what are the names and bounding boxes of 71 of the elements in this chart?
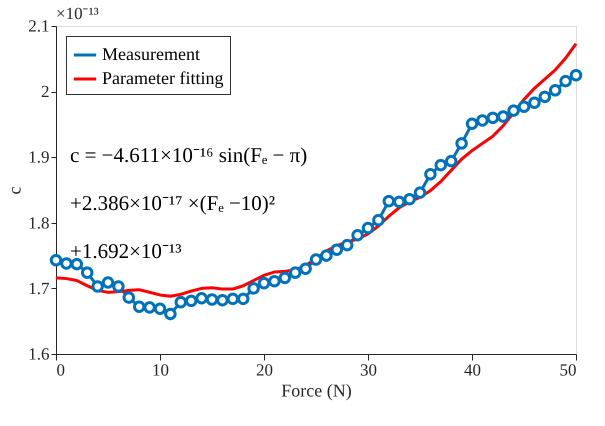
point: [362, 222, 374, 234]
point: [226, 292, 240, 306]
y-tick-label: 2.1: [28, 16, 50, 36]
y-tick-label: 2: [41, 82, 50, 102]
point: [80, 266, 94, 279]
point: [340, 238, 354, 252]
x-tick-label: 50: [560, 360, 576, 380]
y-tick-label: 1.9: [28, 148, 50, 167]
point: [538, 90, 552, 104]
point: [132, 300, 146, 313]
point: [195, 292, 208, 304]
point: [299, 262, 312, 275]
point: [143, 301, 156, 314]
point: [424, 168, 437, 180]
point: [278, 272, 292, 284]
x-tick-label: 40: [464, 360, 481, 380]
point: [112, 280, 125, 293]
point: [154, 302, 166, 315]
point: [60, 257, 73, 270]
text: ×10⁻¹³: [56, 4, 99, 23]
x-tick-label: 10: [152, 360, 169, 380]
point: [414, 186, 426, 199]
point: [466, 118, 478, 130]
point: [476, 114, 489, 127]
point: [372, 214, 385, 226]
point: [403, 192, 416, 206]
point: [486, 112, 500, 124]
point: [216, 294, 229, 306]
annotation: +2.386×10⁻¹⁷ ×(Fₑ −10)²: [70, 191, 276, 215]
point: [518, 100, 530, 113]
point: [91, 280, 104, 293]
legend-label: Measurement: [102, 44, 200, 64]
point: [330, 243, 344, 256]
point: [559, 74, 572, 88]
point: [174, 296, 188, 308]
x-tick-label: 20: [256, 360, 273, 380]
annotation: c = −4.611×10⁻¹⁶ sin(Fₑ − π): [70, 143, 308, 167]
point: [392, 196, 406, 208]
point: [236, 292, 250, 306]
point: [507, 104, 520, 117]
point: [247, 282, 260, 295]
point: [570, 68, 582, 82]
point: [351, 229, 364, 242]
point: [382, 194, 396, 208]
point: [320, 249, 333, 262]
point: [455, 137, 468, 150]
point: [548, 84, 562, 97]
annotation: +1.692×10⁻¹³: [70, 239, 182, 263]
y-tick-label: 1.6: [28, 344, 50, 364]
point: [268, 274, 281, 288]
point: [184, 294, 198, 308]
point: [258, 276, 270, 290]
y-tick-label: 1.7: [28, 278, 50, 298]
point: [206, 293, 218, 306]
x-axis-title: Force (N): [281, 380, 352, 400]
legend-label: Parameter fitting: [102, 68, 224, 88]
point: [310, 253, 322, 266]
point: [444, 154, 458, 168]
point: [122, 291, 136, 304]
y-axis-title: c: [4, 186, 24, 194]
point: [496, 110, 510, 123]
point: [288, 266, 302, 279]
point: [102, 276, 114, 289]
x-tick-label: 30: [360, 360, 377, 380]
point: [528, 96, 541, 109]
point: [50, 254, 62, 266]
y-tick-label: 1.8: [28, 213, 50, 232]
point: [70, 258, 84, 270]
x-tick-label: 0: [56, 360, 65, 380]
point: [164, 308, 177, 320]
point: [434, 158, 448, 172]
